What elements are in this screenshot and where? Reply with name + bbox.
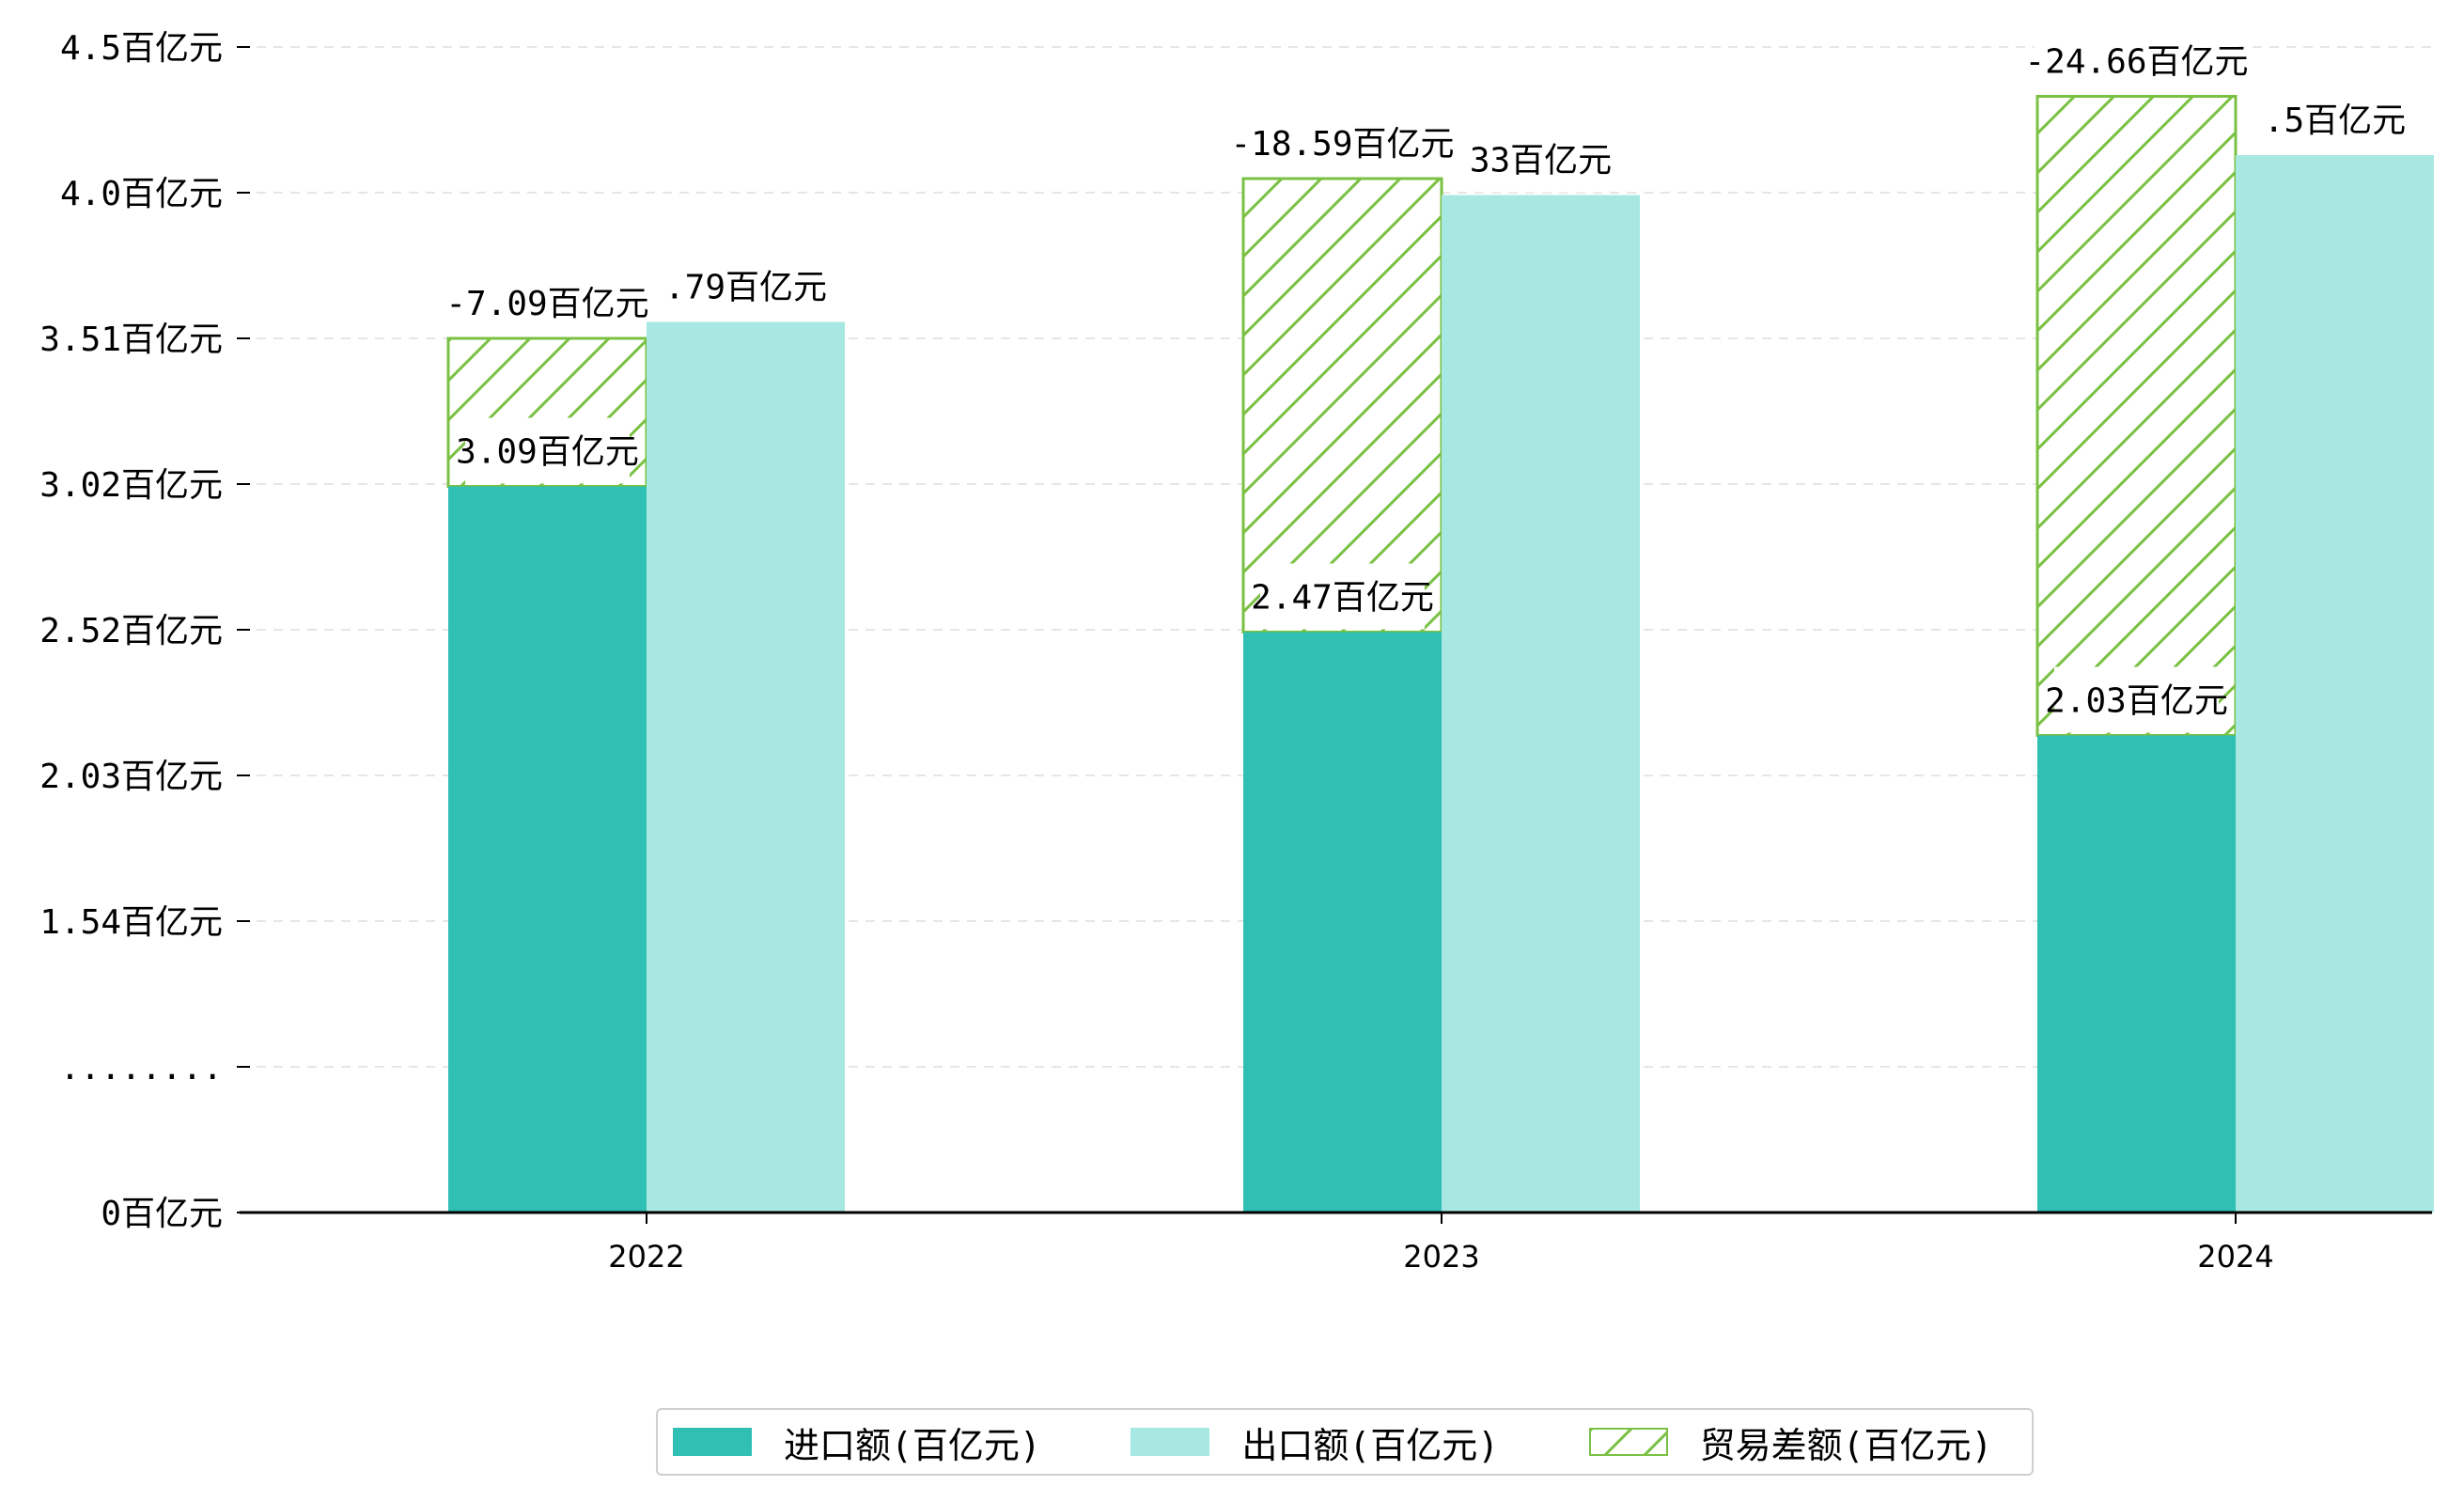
balance-value-label: -24.66百亿元 (2024, 43, 2248, 82)
export-bar (2236, 155, 2434, 1213)
legend-label-import: 进口额(百亿元) (784, 1424, 1041, 1466)
x-tick-label: 2022 (608, 1239, 684, 1275)
import-bar (1243, 632, 1442, 1213)
x-tick-label: 2024 (2197, 1239, 2273, 1275)
x-tick-label: 2023 (1403, 1239, 1479, 1275)
balance-bar (2035, 95, 2238, 737)
y-tick-label: 3.02百亿元 (39, 466, 223, 505)
y-tick-label: 4.0百亿元 (60, 175, 223, 213)
import-swatch (673, 1428, 752, 1456)
export-swatch (1131, 1428, 1210, 1456)
legend-label-export: 出口额(百亿元) (1241, 1424, 1500, 1466)
legend-label-balance: 贸易差额(百亿元) (1699, 1424, 1993, 1466)
import-value-label-bg (1260, 563, 1425, 630)
legend: 进口额(百亿元) 出口额(百亿元) 贸易差额(百亿元) (656, 1408, 2034, 1476)
export-value-label-bg (673, 253, 819, 320)
y-tick-label: 1.54百亿元 (39, 903, 223, 942)
legend-item-export: 出口额(百亿元) (1131, 1416, 1573, 1468)
legend-item-balance: 贸易差额(百亿元) (1588, 1416, 2032, 1468)
y-tick-label: 3.51百亿元 (39, 321, 223, 359)
y-tick-label: 2.52百亿元 (39, 612, 223, 650)
legend-item-import: 进口额(百亿元) (673, 1416, 1115, 1468)
export-value-label-bg (1478, 126, 1603, 193)
bar-chart: 0百亿元........ 1.54百亿元 2.03百亿元 2.52百亿元 3.02百亿元… (39, 27, 2434, 1275)
balance-bar (1241, 177, 1443, 634)
balance-value-label: -18.59百亿元 (1230, 125, 1454, 164)
balance-value-label-bg (455, 270, 640, 336)
import-bar (448, 486, 647, 1213)
export-value-label: .79百亿元 (664, 269, 827, 307)
import-value-label-bg (2054, 666, 2219, 733)
balance-value-label-bg (2035, 27, 2238, 94)
balance-value-label: -7.09百亿元 (445, 285, 648, 323)
y-tick-label: 2.03百亿元 (39, 758, 223, 796)
data-labels-layer: 3.09百亿元 -7.09百亿元 .79百亿元 2.47百亿元 -18.59百亿元 33百… (445, 27, 2406, 733)
export-value-label: 33百亿元 (1470, 142, 1612, 180)
balance-value-label-bg (1240, 110, 1444, 176)
import-value-label: 2.03百亿元 (2045, 682, 2228, 721)
balance-swatch (1588, 1428, 1668, 1456)
y-tick-label: ........ (60, 1049, 223, 1087)
axes-layer: 0百亿元........ 1.54百亿元 2.03百亿元 2.52百亿元 3.02百亿元… (39, 29, 2432, 1275)
export-bar (647, 321, 845, 1213)
export-value-label-bg (2272, 86, 2397, 152)
export-value-label: .5百亿元 (2264, 102, 2406, 140)
bars-layer (446, 95, 2434, 1213)
export-bar (1442, 195, 1640, 1213)
import-value-label: 2.47百亿元 (1251, 579, 1434, 618)
y-tick-label: 0百亿元 (101, 1195, 223, 1233)
y-tick-label: 4.5百亿元 (60, 29, 223, 68)
import-value-label-bg (465, 417, 630, 484)
import-bar (2037, 735, 2236, 1213)
import-value-label: 3.09百亿元 (456, 433, 639, 472)
